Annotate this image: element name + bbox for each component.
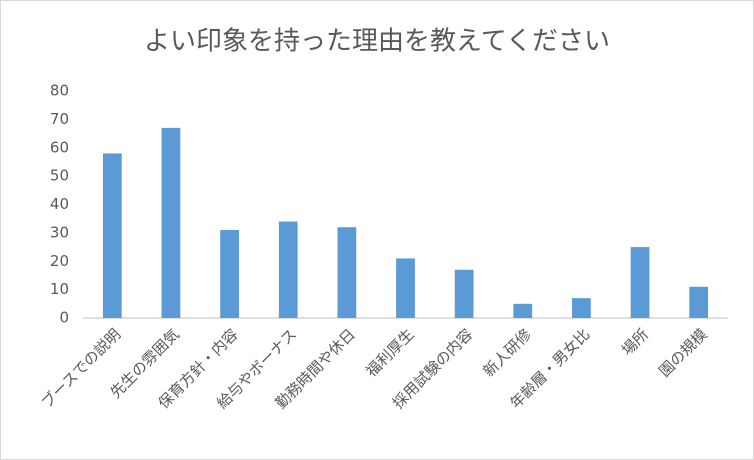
bar (396, 258, 415, 318)
y-tick-label: 0 (59, 309, 69, 327)
y-tick-label: 30 (50, 223, 69, 241)
bar (220, 230, 239, 318)
y-tick-label: 10 (50, 280, 69, 298)
y-tick-label: 60 (50, 138, 69, 156)
bar (161, 127, 181, 318)
bar (337, 227, 357, 318)
y-tick-label: 40 (50, 195, 69, 213)
y-tick-label: 20 (50, 252, 69, 270)
y-tick-label: 50 (50, 167, 69, 185)
bar (102, 153, 122, 318)
bar (572, 298, 591, 318)
y-tick-label: 80 (50, 82, 69, 100)
bar (278, 221, 298, 318)
bar (513, 303, 533, 318)
y-tick-label: 70 (50, 110, 69, 128)
bar (689, 286, 709, 318)
chart-title: よい印象を持った理由を教えてください (144, 27, 610, 57)
bar (630, 247, 650, 318)
bar (454, 269, 474, 318)
